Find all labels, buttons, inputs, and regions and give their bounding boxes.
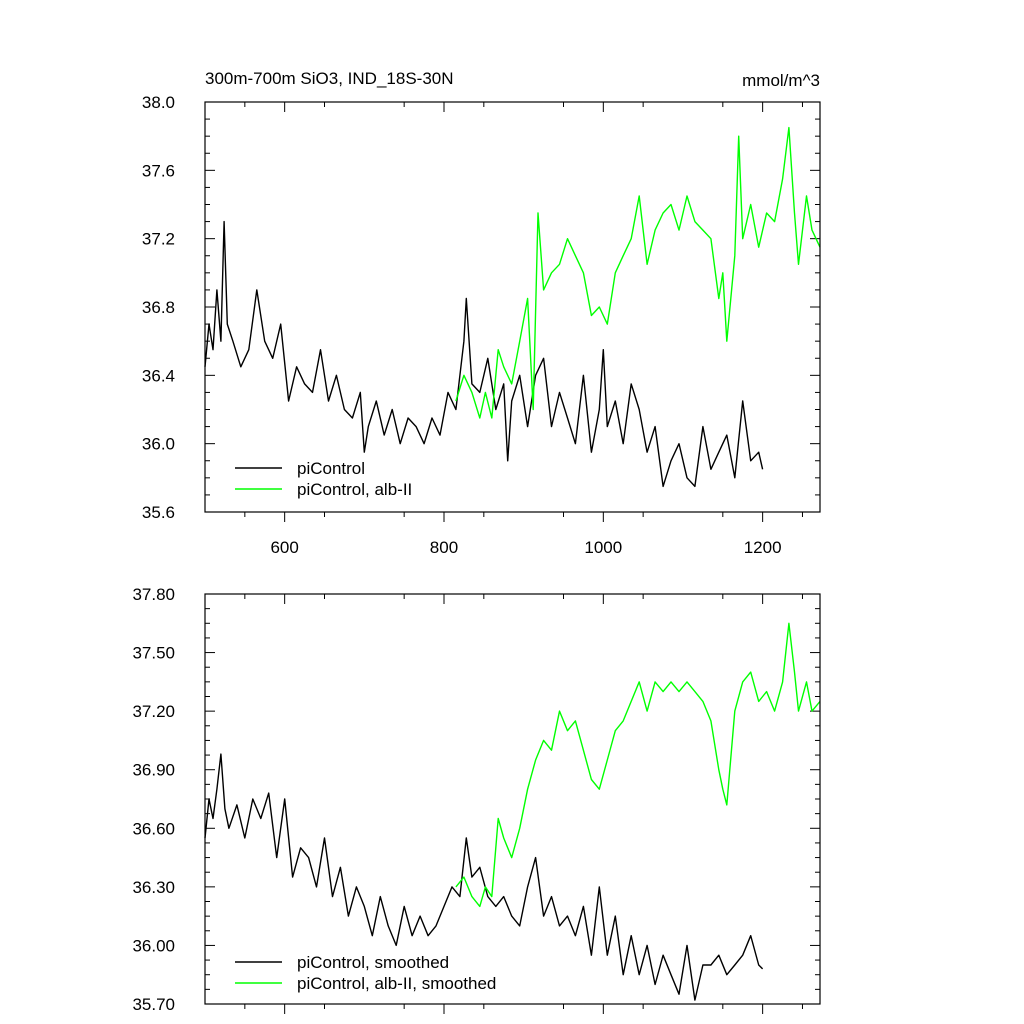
y-tick-label: 36.60 — [132, 819, 175, 838]
y-tick-label: 35.70 — [132, 995, 175, 1014]
top-panel-ticks: 35.6 36.0 36.4 36.8 37.2 37.6 38.0 600 800 1000 12… — [142, 93, 820, 557]
legend-label-alb-ii: piControl, alb-II — [297, 480, 412, 499]
bottom-panel-series — [204, 622, 821, 1001]
bottom-panel: 35.70 36.00 36.30 36.60 36.90 37.20 37.50 37.80… — [132, 585, 821, 1014]
y-tick-label: 37.20 — [132, 702, 175, 721]
x-tick-label: 1000 — [584, 538, 622, 557]
y-tick-label: 36.8 — [142, 298, 175, 317]
y-tick-label: 36.00 — [132, 936, 175, 955]
bottom-panel-legend: piControl, smoothed piControl, alb-II, s… — [235, 953, 496, 993]
y-tick-label: 36.0 — [142, 435, 175, 454]
x-tick-label: 1200 — [744, 538, 782, 557]
top-panel-units: mmol/m^3 — [742, 71, 820, 90]
top-panel-title: 300m-700m SiO3, IND_18S-30N — [205, 69, 454, 88]
top-panel-frame — [204, 101, 821, 513]
bottom-panel-frame — [204, 593, 821, 1005]
legend-label-picontrol-smoothed: piControl, smoothed — [297, 953, 449, 972]
top-panel-series — [204, 126, 821, 488]
y-tick-label: 37.80 — [132, 585, 175, 604]
x-tick-label: 800 — [430, 538, 458, 557]
y-tick-label: 37.6 — [142, 161, 175, 180]
y-tick-label: 37.50 — [132, 644, 175, 663]
y-tick-label: 36.30 — [132, 878, 175, 897]
legend-label-alb-ii-smoothed: piControl, alb-II, smoothed — [297, 974, 496, 993]
top-panel-legend: piControl piControl, alb-II — [235, 459, 412, 499]
y-tick-label: 36.90 — [132, 761, 175, 780]
x-tick-label: 600 — [270, 538, 298, 557]
series-line-1 — [455, 622, 821, 908]
y-tick-label: 36.4 — [142, 366, 175, 385]
bottom-panel-ticks: 35.70 36.00 36.30 36.60 36.90 37.20 37.50 37.80 — [132, 585, 820, 1014]
y-tick-label: 38.0 — [142, 93, 175, 112]
series-line-0 — [204, 753, 764, 1001]
y-tick-label: 37.2 — [142, 230, 175, 249]
top-panel: 300m-700m SiO3, IND_18S-30N mmol/m^3 35.… — [142, 69, 821, 557]
series-line-0 — [204, 220, 764, 488]
series-line-1 — [455, 126, 821, 419]
y-tick-label: 35.6 — [142, 503, 175, 522]
legend-label-picontrol: piControl — [297, 459, 365, 478]
